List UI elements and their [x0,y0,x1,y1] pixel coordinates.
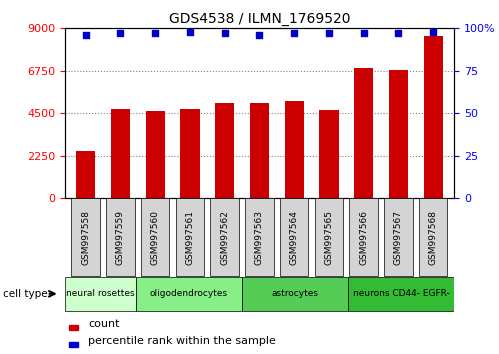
FancyBboxPatch shape [419,198,448,276]
Bar [76,151,95,198]
Point [221,30,229,36]
Bar [424,36,443,198]
FancyBboxPatch shape [71,198,100,276]
Text: GSM997568: GSM997568 [429,210,438,265]
Text: GSM997567: GSM997567 [394,210,403,265]
FancyBboxPatch shape [245,198,274,276]
Text: oligodendrocytes: oligodendrocytes [150,289,228,298]
Point [116,30,124,36]
Title: GDS4538 / ILMN_1769520: GDS4538 / ILMN_1769520 [169,12,350,26]
Text: count: count [88,319,120,329]
Text: GSM997560: GSM997560 [151,210,160,265]
Bar [389,70,408,198]
FancyBboxPatch shape [384,198,413,276]
Bar [215,103,235,198]
FancyBboxPatch shape [141,198,170,276]
Bar [146,112,165,198]
FancyBboxPatch shape [211,198,239,276]
FancyBboxPatch shape [349,198,378,276]
Text: GSM997558: GSM997558 [81,210,90,265]
Text: GSM997562: GSM997562 [220,210,229,265]
FancyBboxPatch shape [65,277,136,311]
Text: GSM997564: GSM997564 [290,210,299,265]
FancyBboxPatch shape [280,198,308,276]
FancyBboxPatch shape [315,198,343,276]
Point [360,30,368,36]
FancyBboxPatch shape [242,277,348,311]
Point [82,32,90,38]
Bar [111,109,130,198]
Text: GSM997566: GSM997566 [359,210,368,265]
Point [325,30,333,36]
Point [290,30,298,36]
Text: percentile rank within the sample: percentile rank within the sample [88,336,276,346]
Text: GSM997565: GSM997565 [324,210,333,265]
Bar [69,325,78,330]
Bar [250,103,269,198]
Text: cell type: cell type [3,289,48,299]
Point [186,29,194,35]
Point [395,30,403,36]
Bar [69,342,78,347]
Text: astrocytes: astrocytes [271,289,318,298]
Point [429,29,437,35]
FancyBboxPatch shape [348,277,454,311]
FancyBboxPatch shape [106,198,135,276]
Bar [284,101,304,198]
Point [255,32,263,38]
Bar [319,109,338,198]
Text: neural rosettes: neural rosettes [66,289,135,298]
Point [151,30,159,36]
Text: GSM997559: GSM997559 [116,210,125,265]
FancyBboxPatch shape [136,277,242,311]
Text: neurons CD44- EGFR-: neurons CD44- EGFR- [353,289,450,298]
Bar [354,68,373,198]
FancyBboxPatch shape [176,198,204,276]
Bar [181,109,200,198]
Text: GSM997563: GSM997563 [255,210,264,265]
Text: GSM997561: GSM997561 [186,210,195,265]
